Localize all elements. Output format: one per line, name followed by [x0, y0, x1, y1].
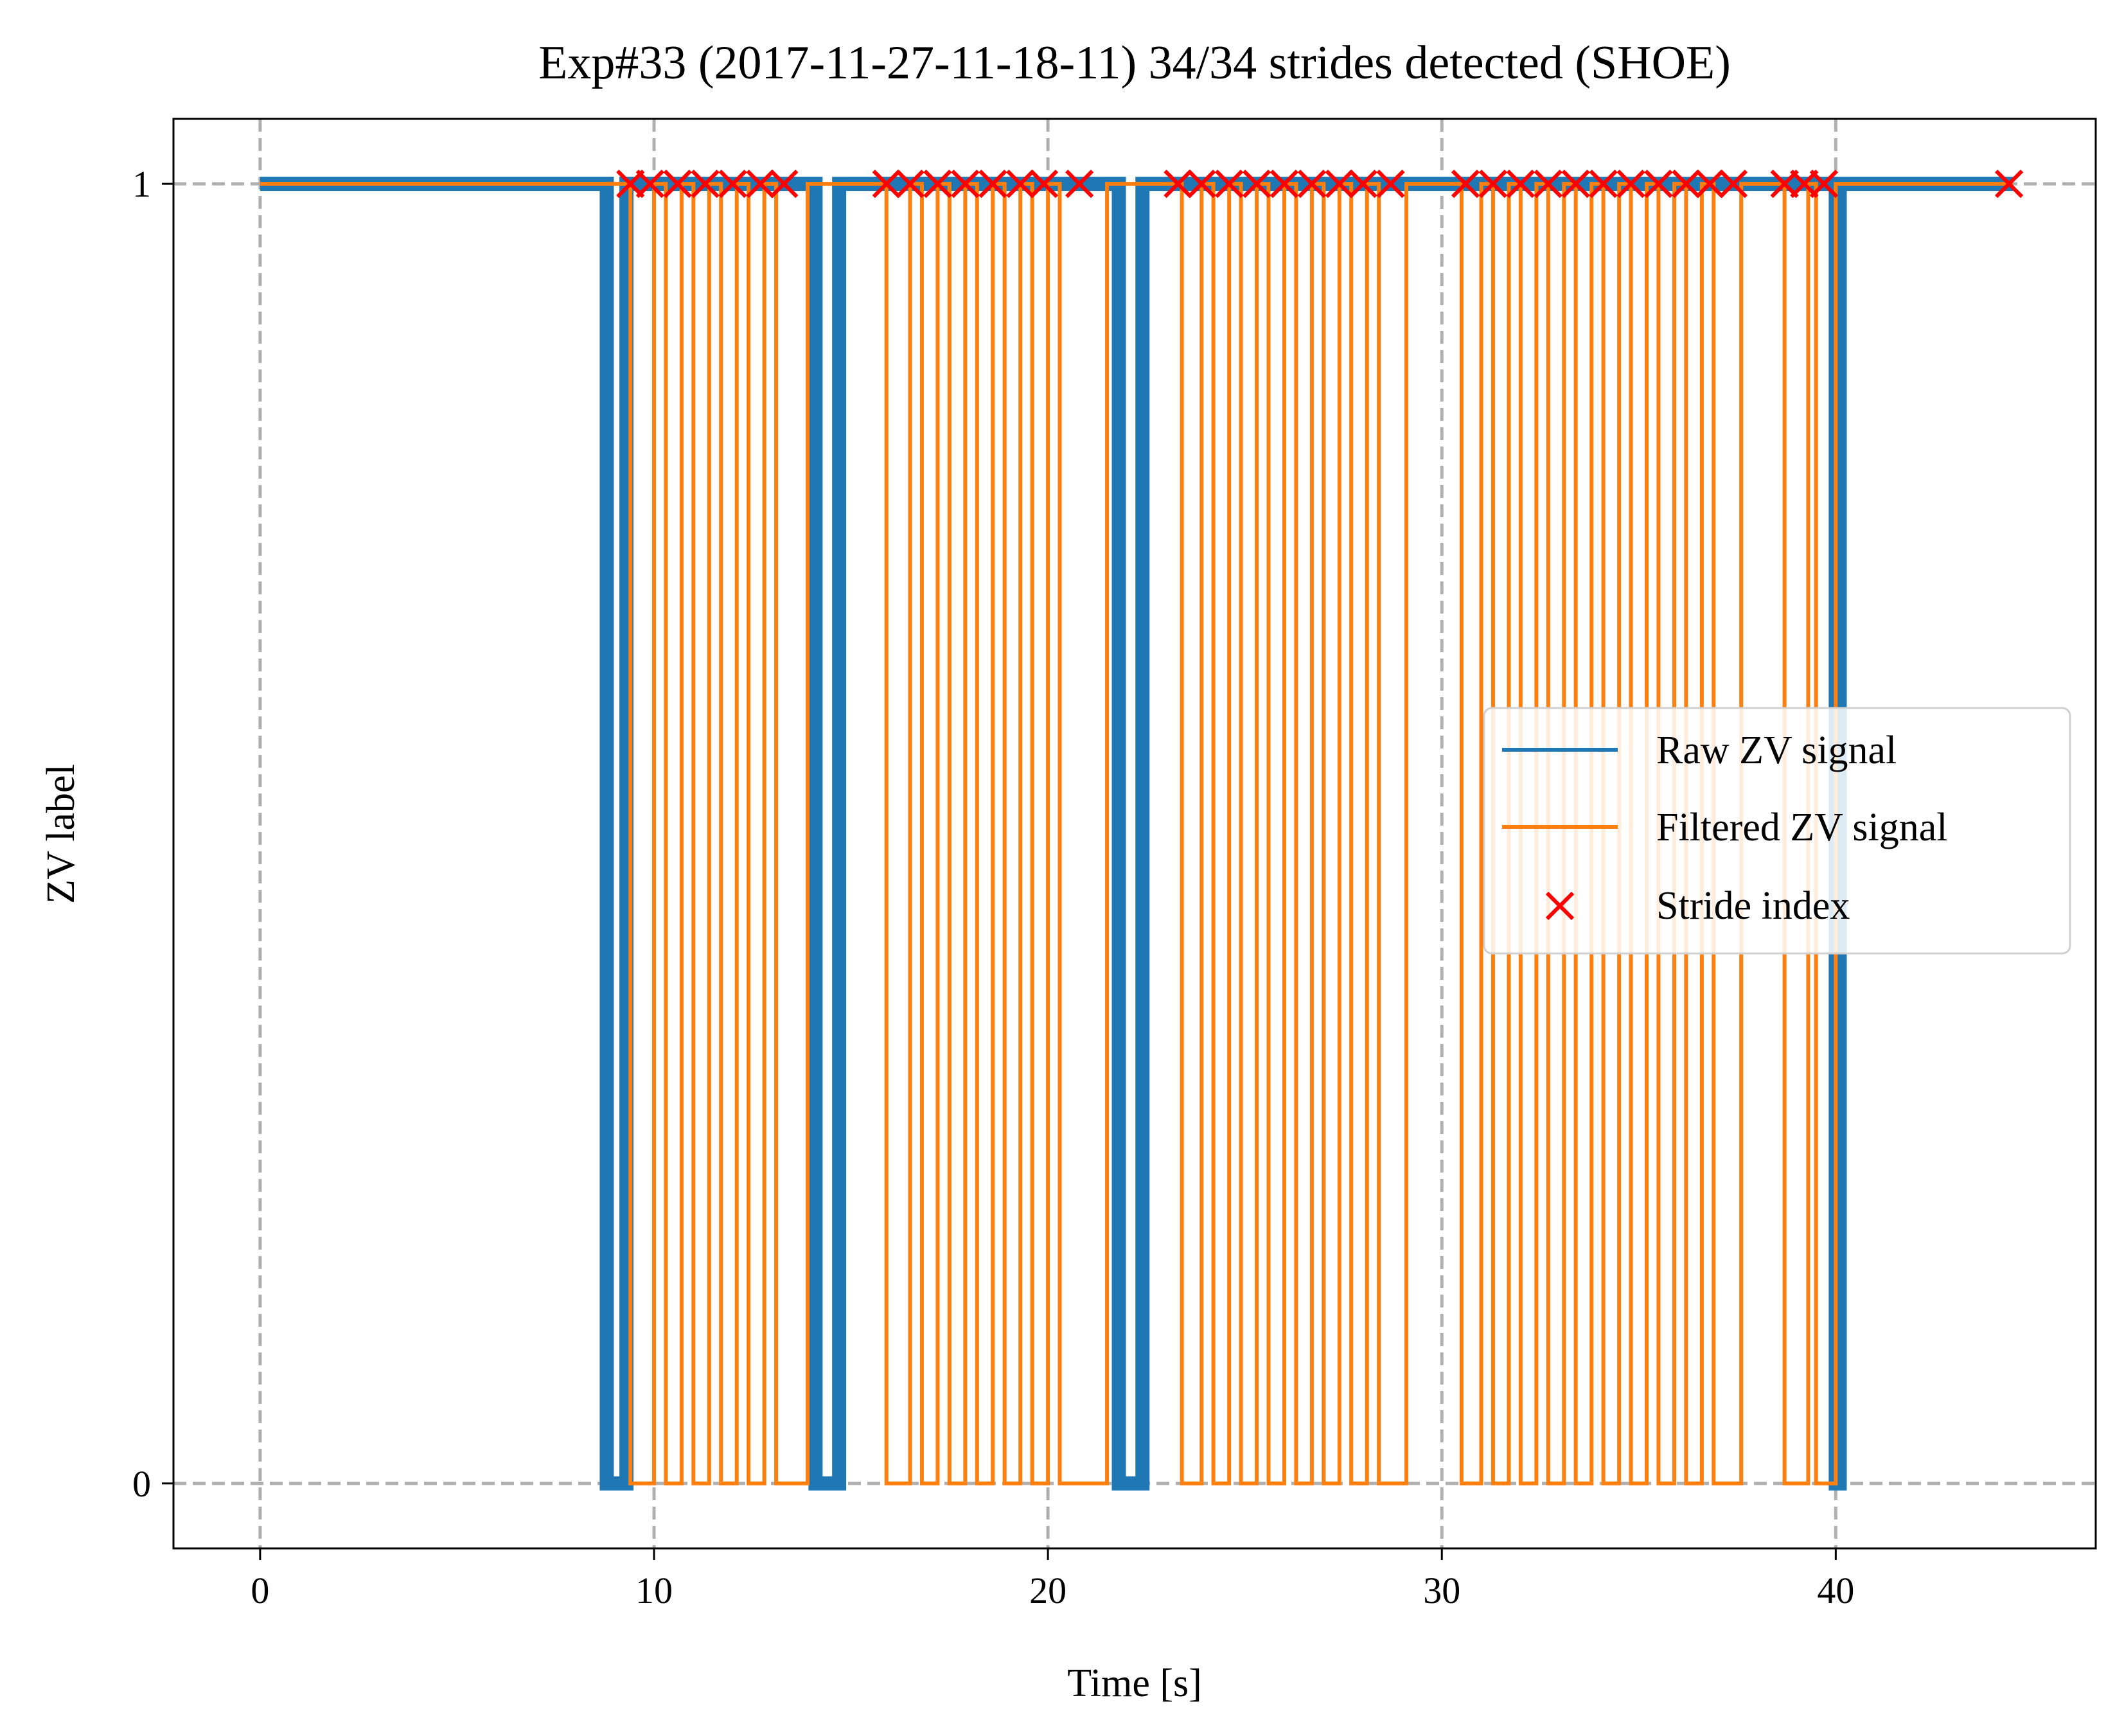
stride-marker-stroke: [1478, 170, 1508, 199]
stride-marker-stroke: [1065, 170, 1094, 199]
legend-marker-stride: [1545, 891, 1575, 921]
stride-marker: [663, 170, 692, 199]
x-tick-label: 30: [1423, 1570, 1460, 1611]
x-tick-label: 20: [1029, 1570, 1066, 1611]
stride-marker: [1451, 170, 1480, 199]
stride-marker: [1695, 170, 1724, 199]
y-tick-label: 1: [132, 163, 151, 205]
x-tick-label: 40: [1817, 1570, 1854, 1611]
stride-marker-stroke: [1164, 170, 1192, 199]
legend-label-filtered: Filtered ZV signal: [1656, 806, 1947, 849]
stride-marker-stroke: [770, 170, 799, 199]
stride-marker-stroke: [1561, 170, 1590, 199]
filtered-zv-signal-line: [260, 182, 2013, 1485]
stride-marker: [1325, 170, 1354, 199]
x-tick-label: 0: [251, 1570, 269, 1611]
stride-marker-stroke: [1719, 170, 1748, 199]
stride-marker-stroke: [1297, 170, 1327, 199]
stride-marker: [770, 170, 799, 199]
stride-marker: [1994, 170, 2024, 199]
stride-marker-stroke: [1695, 170, 1724, 199]
stride-marker: [872, 170, 901, 199]
stride-marker: [978, 170, 1007, 199]
stride-marker: [1297, 170, 1327, 199]
stride-marker: [896, 170, 925, 199]
stride-marker-stroke: [663, 170, 692, 199]
stride-marker-stroke: [1187, 170, 1216, 199]
stride-marker-stroke: [1616, 170, 1645, 199]
legend-label-stride: Stride index: [1656, 884, 1850, 928]
stride-marker: [1719, 170, 1748, 199]
stride-marker: [1809, 170, 1839, 199]
stride-marker: [1006, 170, 1035, 199]
stride-marker: [691, 170, 720, 199]
stride-marker-stroke: [1325, 170, 1354, 199]
stride-marker-stroke: [718, 170, 747, 199]
stride-marker: [1349, 170, 1377, 199]
stride-marker: [951, 170, 980, 199]
stride-marker: [1215, 170, 1244, 199]
stride-marker-stroke: [1270, 170, 1299, 199]
stride-marker-stroke: [896, 170, 925, 199]
stride-marker-stroke: [1994, 170, 2024, 199]
stride-marker: [1589, 170, 1618, 199]
plot-frame: [172, 118, 2097, 1550]
stride-marker: [1534, 170, 1562, 199]
stride-marker-stroke: [746, 170, 775, 199]
y-tick-label: 0: [132, 1463, 151, 1505]
stride-marker: [1616, 170, 1645, 199]
stride-marker: [1561, 170, 1590, 199]
stride-marker-stroke: [951, 170, 980, 199]
stride-marker-stroke: [1376, 170, 1405, 199]
y-axis-label: ZV label: [39, 764, 83, 904]
stride-marker-stroke: [635, 170, 664, 199]
stride-marker: [1478, 170, 1508, 199]
stride-marker-stroke: [1451, 170, 1480, 199]
stride-marker: [1506, 170, 1535, 199]
chart-title: Exp#33 (2017-11-27-11-18-11) 34/34 strid…: [538, 37, 1731, 89]
x-axis-label: Time [s]: [1067, 1661, 1202, 1705]
stride-marker: [746, 170, 775, 199]
stride-marker-stroke: [1029, 170, 1059, 199]
stride-marker: [1672, 170, 1701, 199]
stride-marker: [1376, 170, 1405, 199]
stride-marker: [1164, 170, 1192, 199]
stride-marker: [1270, 170, 1299, 199]
stride-marker-stroke: [872, 170, 901, 199]
stride-marker-stroke: [1006, 170, 1035, 199]
plot-data: [260, 170, 2024, 1491]
stride-marker-stroke: [1506, 170, 1535, 199]
stride-marker-stroke: [1242, 170, 1271, 199]
x-tick-label: 10: [635, 1570, 673, 1611]
stride-marker: [718, 170, 747, 199]
stride-marker-stroke: [1589, 170, 1618, 199]
stride-marker: [635, 170, 664, 199]
stride-marker-stroke: [691, 170, 720, 199]
stride-marker: [1644, 170, 1673, 199]
stride-marker-stroke: [1672, 170, 1701, 199]
legend-box: [1483, 707, 2071, 955]
stride-marker-stroke: [1644, 170, 1673, 199]
stride-marker: [1065, 170, 1094, 199]
stride-marker: [1187, 170, 1216, 199]
axis-ticks: 0 10 20 30 40 0 1: [132, 163, 1854, 1611]
stride-marker-stroke: [1534, 170, 1562, 199]
stride-marker: [1242, 170, 1271, 199]
stride-marker-stroke: [1349, 170, 1377, 199]
stride-marker-stroke: [1215, 170, 1244, 199]
stride-marker: [1029, 170, 1059, 199]
stride-marker-stroke: [1809, 170, 1839, 199]
legend: Raw ZV signal Filtered ZV signal Stride …: [1483, 707, 2071, 955]
stride-marker: [923, 170, 952, 199]
stride-marker-stroke: [923, 170, 952, 199]
stride-marker-stroke: [978, 170, 1007, 199]
legend-label-raw: Raw ZV signal: [1656, 729, 1897, 772]
